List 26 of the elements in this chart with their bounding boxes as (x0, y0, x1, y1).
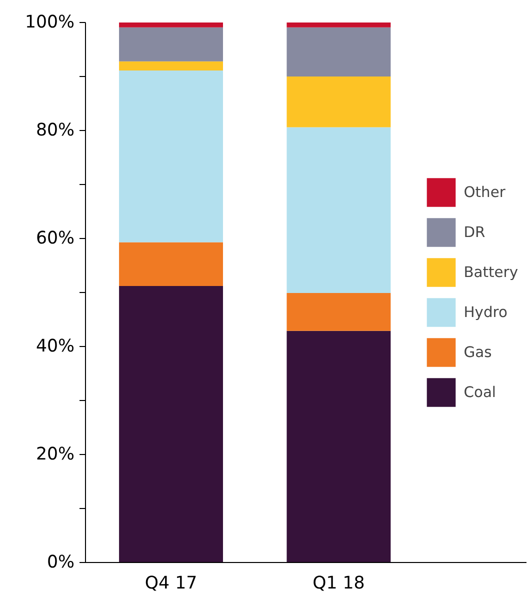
bar (286, 22, 391, 28)
legend-label: Coal (464, 384, 496, 400)
bar (119, 70, 223, 242)
bar (286, 127, 391, 294)
bar (119, 61, 223, 71)
bar (286, 27, 391, 76)
legend-label: Hydro (464, 304, 508, 320)
x-tick-label: Q4 17 (144, 574, 198, 594)
y-tick-label: 60% (36, 228, 74, 248)
y-tick-label: 0% (47, 552, 75, 572)
y-tick-label: 80% (36, 120, 74, 140)
bar (286, 76, 391, 128)
legend-label: Other (464, 184, 506, 200)
legend-label: DR (464, 224, 486, 240)
y-tick-label: 100% (24, 12, 75, 32)
bar (286, 330, 391, 562)
bar (119, 22, 223, 28)
bar (119, 286, 223, 562)
bar (286, 293, 391, 331)
bar (119, 242, 223, 286)
legend-label: Battery (464, 264, 518, 280)
bar (119, 27, 223, 62)
y-tick-label: 40% (36, 336, 74, 356)
x-tick-label: Q1 18 (312, 574, 365, 594)
legend-label: Gas (464, 344, 492, 360)
y-tick-label: 20% (36, 444, 74, 464)
